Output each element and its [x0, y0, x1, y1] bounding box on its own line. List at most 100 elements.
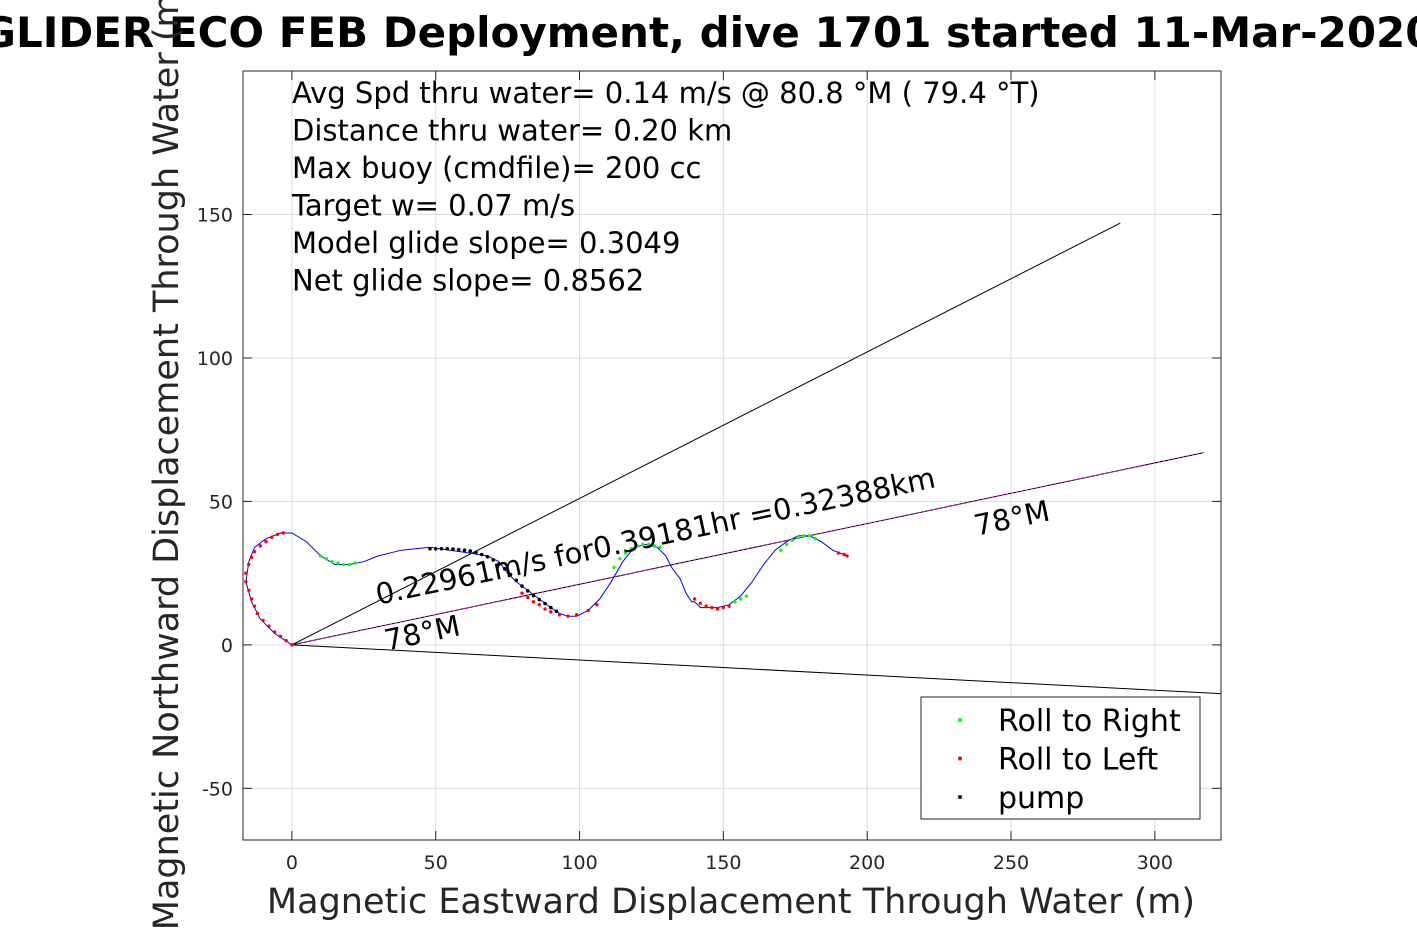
roll-right-point: [784, 542, 789, 547]
roll-left-point: [252, 604, 257, 608]
legend-label: Roll to Left: [998, 743, 1158, 778]
pump-point: [502, 567, 507, 571]
info-line: Avg Spd thru water= 0.14 m/s @ 80.8 °M (…: [292, 76, 1040, 110]
roll-left-point: [845, 554, 849, 558]
roll-left-point: [710, 605, 714, 610]
roll-left-point: [836, 551, 841, 555]
y-tick-label: 50: [209, 491, 233, 513]
pump-point: [451, 547, 455, 551]
x-tick-label: 200: [849, 852, 885, 874]
roll-left-point: [537, 603, 541, 607]
roll-left-point: [275, 532, 280, 537]
y-tick-label: 0: [221, 635, 233, 657]
roll-right-point: [790, 538, 795, 542]
x-tick-label: 50: [424, 852, 448, 874]
roll-right-point: [324, 557, 329, 561]
roll-right-point: [646, 542, 651, 547]
roll-left-point: [261, 618, 265, 623]
roll-left-point: [842, 552, 846, 557]
roll-left-point: [557, 613, 562, 617]
ticks-layer: 0 50 100 150 200 250 300 -50 0 50 100 150: [197, 71, 1221, 874]
pump-point: [531, 593, 536, 598]
roll-right-point: [641, 542, 645, 547]
pump-point: [462, 548, 467, 552]
points-layer: [244, 531, 849, 647]
pump-point: [433, 546, 438, 551]
roll-right-point: [802, 534, 806, 538]
roll-right-point: [738, 597, 743, 601]
roll-left-point: [520, 591, 524, 595]
roll-left-point: [267, 624, 271, 628]
info-line: Target w= 0.07 m/s: [291, 189, 575, 223]
x-tick-label: 100: [561, 852, 597, 874]
roll-left-point: [278, 634, 283, 638]
roll-right-point: [330, 559, 334, 564]
roll-right-point: [347, 562, 352, 567]
pump-point: [474, 550, 478, 555]
y-axis-label: Magnetic Northward Displacement Through …: [147, 0, 187, 930]
roll-left-point: [272, 630, 277, 634]
y-tick-label: 100: [197, 348, 233, 370]
roll-right-point: [623, 551, 628, 555]
y-tick-label: 150: [197, 204, 233, 226]
info-line: Net glide slope= 0.8562: [292, 264, 644, 298]
roll-right-point: [807, 534, 812, 538]
info-line: Model glide slope= 0.3049: [292, 226, 680, 260]
roll-left-point: [290, 643, 294, 647]
heading-line-dots: [291, 452, 1204, 646]
roll-left-point: [721, 605, 726, 610]
roll-left-point: [244, 571, 248, 575]
roll-left-point: [704, 604, 708, 608]
roll-left-point: [727, 604, 731, 608]
roll-left-point: [264, 539, 268, 544]
pump-point: [456, 547, 461, 552]
pump-point: [508, 572, 513, 577]
roll-left-point: [255, 611, 260, 616]
pump-point: [520, 584, 524, 588]
pump-point: [479, 552, 484, 557]
roll-left-point: [549, 610, 553, 614]
roll-right-point: [635, 544, 639, 548]
roll-left-point: [586, 608, 590, 613]
roll-right-point: [318, 554, 323, 558]
roll-right-point: [336, 561, 340, 565]
roll-left-point: [244, 580, 248, 584]
info-line: Max buoy (cmdfile)= 200 cc: [292, 151, 701, 185]
x-tick-label: 300: [1137, 852, 1173, 874]
roll-left-point: [284, 638, 288, 643]
axes-box: [242, 70, 1222, 841]
pump-point: [537, 597, 542, 602]
x-tick-label: 0: [286, 852, 298, 874]
roll-left-point: [249, 597, 254, 601]
roll-left-point: [270, 535, 274, 539]
roll-right-point: [779, 548, 783, 552]
legend-label: Roll to Right: [998, 704, 1181, 739]
cone-line: [291, 222, 1121, 646]
x-tick-label: 150: [705, 852, 741, 874]
roll-left-point: [595, 603, 599, 607]
legend-marker-roll-left: [958, 756, 962, 761]
reference-lines: [291, 222, 1221, 695]
pump-point: [525, 589, 530, 593]
roll-left-point: [252, 549, 257, 554]
roll-left-point: [247, 588, 251, 593]
y-tick-label: -50: [202, 778, 233, 800]
legend-label: pump: [998, 781, 1084, 816]
roll-right-point: [612, 565, 616, 570]
roll-left-point: [258, 544, 262, 548]
roll-left-point: [574, 613, 579, 617]
pump-point: [543, 601, 547, 606]
roll-left-point: [692, 597, 697, 601]
roll-left-point: [698, 601, 703, 605]
x-tick-label: 250: [993, 852, 1029, 874]
roll-left-point: [566, 614, 570, 618]
legend-marker-roll-right: [958, 718, 962, 722]
x-axis-label: Magnetic Eastward Displacement Through W…: [267, 882, 1195, 922]
roll-left-point: [715, 607, 720, 611]
roll-right-point: [796, 535, 800, 539]
pump-point: [445, 546, 450, 551]
pump-point: [439, 546, 444, 551]
legend-marker-pump: [958, 795, 962, 799]
pump-point: [428, 546, 432, 551]
